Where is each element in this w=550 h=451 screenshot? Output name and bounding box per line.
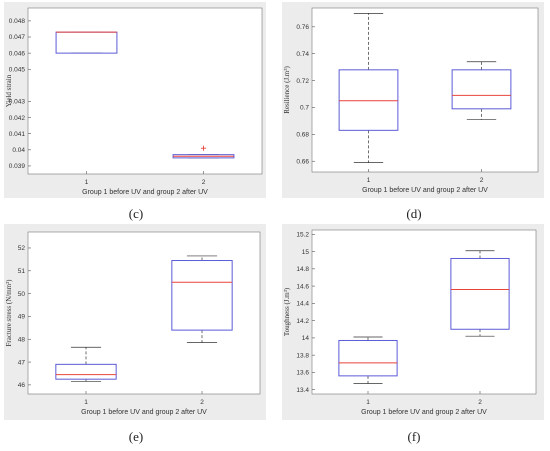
panel-label-f: (f) bbox=[407, 429, 421, 444]
chart-f-plot-area bbox=[311, 229, 537, 395]
chart-d-ytick-label: 0.72 bbox=[296, 78, 309, 85]
chart-panel-f: 13.4 13.6 13.8 14 14.2 14.4 14.6 14.8 15 15.2 1 2 Gr… bbox=[278, 224, 550, 451]
chart-e-plot-area bbox=[27, 231, 261, 395]
chart-d-box-group-1 bbox=[338, 13, 399, 163]
chart-f-ytick-label: 14.8 bbox=[296, 266, 309, 273]
panel-label-d: (d) bbox=[406, 206, 422, 221]
chart-d-ytick-label: 0.76 bbox=[296, 24, 309, 31]
chart-f-ytick-label: 13.6 bbox=[296, 370, 309, 377]
chart-d-box-group-2 bbox=[451, 61, 512, 120]
chart-c-xlabel: Group 1 before UV and group 2 after UV bbox=[82, 189, 208, 196]
chart-f-ytick-label: 13.8 bbox=[296, 352, 309, 359]
chart-f-svg: 13.4 13.6 13.8 14 14.2 14.4 14.6 14.8 15 15.2 1 2 Gr… bbox=[282, 224, 544, 420]
chart-e-xtick-label: 2 bbox=[200, 399, 204, 406]
chart-d-plot-area bbox=[311, 7, 539, 173]
chart-f-xtick-label: 1 bbox=[366, 399, 370, 406]
chart-c-ytick-label: 0.047 bbox=[9, 34, 26, 41]
chart-c-plot-area bbox=[27, 7, 263, 175]
chart-d-xtick-label: 2 bbox=[480, 177, 484, 184]
chart-e-box bbox=[55, 363, 117, 380]
chart-d-xlabel: Group 1 before UV and group 2 after UV bbox=[362, 187, 488, 194]
chart-panel-e: 46 47 48 49 50 51 52 1 2 Group 1 before UV and gr… bbox=[0, 224, 272, 451]
chart-c-box-group-1 bbox=[55, 31, 118, 54]
chart-f-ytick-label: 14 bbox=[302, 335, 310, 342]
chart-f-ytick-label: 14.4 bbox=[296, 301, 309, 308]
chart-e-xtick-label: 1 bbox=[84, 399, 88, 406]
chart-f-ytick-label: 14.2 bbox=[296, 318, 309, 325]
chart-e-ytick-label: 51 bbox=[18, 268, 26, 275]
chart-c-box-group-2 bbox=[172, 145, 235, 159]
chart-f-ytick-label: 15 bbox=[302, 249, 310, 256]
chart-f-box bbox=[338, 339, 398, 377]
chart-e-ytick-label: 49 bbox=[18, 314, 26, 321]
chart-d-xtick-label: 1 bbox=[367, 177, 371, 184]
chart-e-xlabel: Group 1 before UV and group 2 after UV bbox=[81, 409, 207, 416]
chart-f-xlabel: Group 1 before UV and group 2 after UV bbox=[361, 409, 487, 416]
chart-e-ytick-label: 50 bbox=[18, 291, 26, 298]
chart-c-ylabel: Yield strain bbox=[5, 74, 13, 107]
chart-e-box-group-2 bbox=[171, 255, 233, 344]
chart-e-ytick-label: 47 bbox=[18, 359, 26, 366]
chart-e-svg: 46 47 48 49 50 51 52 1 2 Group 1 before UV and gr… bbox=[4, 224, 266, 420]
chart-c-ytick-label: 0.042 bbox=[9, 115, 26, 122]
chart-f-xtick-label: 2 bbox=[478, 399, 482, 406]
chart-c-ytick-label: 0.046 bbox=[9, 50, 26, 57]
panel-label-e: (e) bbox=[128, 429, 144, 444]
chart-d-ytick-label: 0.7 bbox=[300, 105, 309, 112]
chart-panel-c: 0.039 0.04 0.041 0.042 0.043 0.045 0.046 0.047 0… bbox=[0, 0, 272, 230]
chart-panel-d: 0.66 0.68 0.7 0.72 0.74 0.76 1 2 Group 1 before … bbox=[278, 0, 550, 230]
chart-f-ylabel: Toughness (J.m³) bbox=[283, 287, 291, 336]
chart-d-box bbox=[451, 69, 512, 110]
chart-d-svg: 0.66 0.68 0.7 0.72 0.74 0.76 1 2 Group 1 before … bbox=[282, 2, 544, 198]
chart-f-ytick-label: 15.2 bbox=[296, 232, 309, 239]
chart-d-box bbox=[338, 69, 399, 131]
chart-d-ytick-label: 0.68 bbox=[296, 132, 309, 139]
chart-e-ytick-label: 48 bbox=[18, 336, 26, 343]
chart-e-box bbox=[171, 260, 233, 331]
chart-c-outlier bbox=[201, 145, 206, 151]
chart-c-ytick-label: 0.04 bbox=[12, 147, 25, 154]
chart-f-box-group-2 bbox=[450, 250, 510, 337]
panel-label-c: (c) bbox=[128, 206, 144, 221]
chart-f-box bbox=[450, 257, 510, 330]
chart-f-box-group-1 bbox=[338, 336, 398, 384]
chart-c-svg: 0.039 0.04 0.041 0.042 0.043 0.045 0.046 0.047 0… bbox=[4, 2, 266, 198]
chart-c-xtick-label: 2 bbox=[202, 179, 206, 186]
chart-f-ytick-label: 13.4 bbox=[296, 387, 309, 394]
chart-c-ytick-label: 0.045 bbox=[9, 66, 26, 73]
chart-c-ytick-label: 0.048 bbox=[9, 18, 26, 25]
chart-e-ytick-label: 52 bbox=[18, 245, 26, 252]
chart-c-xtick-label: 1 bbox=[85, 179, 89, 186]
chart-c-ytick-label: 0.039 bbox=[9, 163, 26, 170]
chart-d-ylabel: Resilience (J.m³) bbox=[283, 66, 291, 114]
chart-f-ytick-label: 14.6 bbox=[296, 283, 309, 290]
chart-e-ylabel: Fracture stress (N/mm²) bbox=[5, 279, 13, 347]
chart-e-ytick-label: 46 bbox=[18, 382, 26, 389]
chart-d-ytick-label: 0.66 bbox=[296, 158, 309, 165]
chart-e-box-group-1 bbox=[55, 346, 117, 382]
chart-c-ytick-label: 0.041 bbox=[9, 131, 26, 138]
chart-c-ytick-label: 0.043 bbox=[9, 99, 26, 106]
chart-d-ytick-label: 0.74 bbox=[296, 51, 309, 58]
